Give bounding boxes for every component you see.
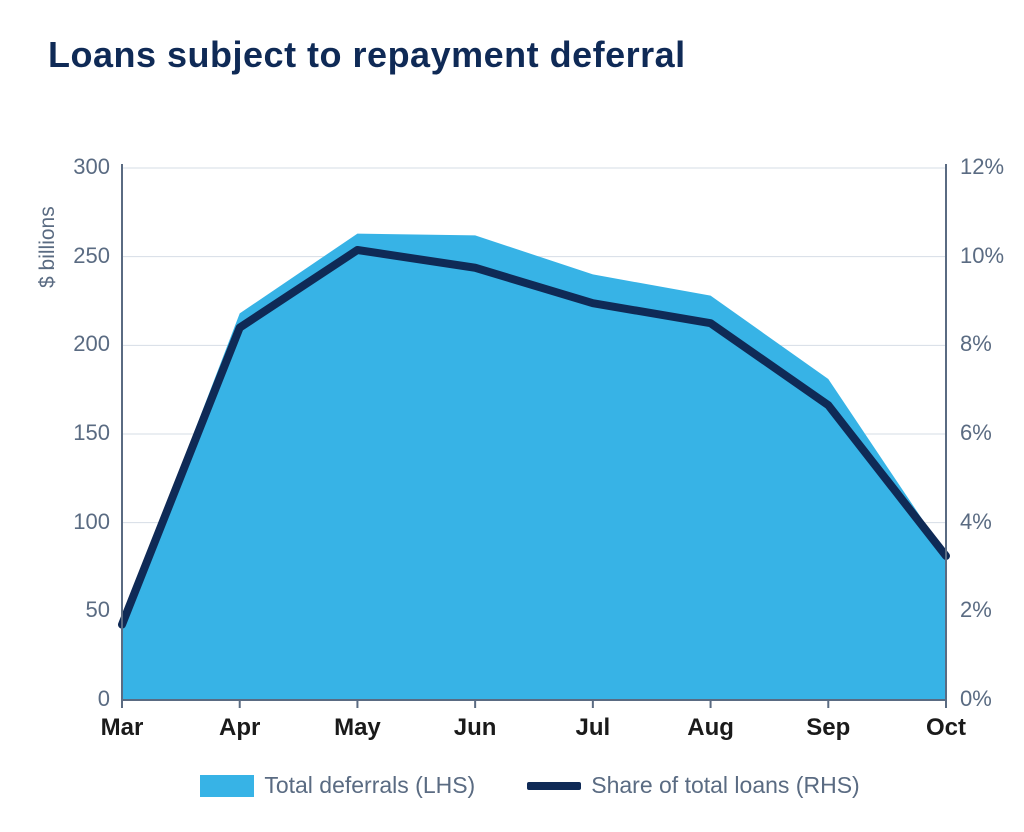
- right-tick-label: 8%: [960, 331, 1024, 357]
- chart-title: Loans subject to repayment deferral: [48, 34, 686, 76]
- chart-plot: [0, 0, 1024, 832]
- right-tick-label: 2%: [960, 597, 1024, 623]
- x-tick-label: Aug: [671, 714, 751, 742]
- left-tick-label: 150: [50, 420, 110, 446]
- right-tick-label: 0%: [960, 686, 1024, 712]
- x-tick-label: Jun: [435, 714, 515, 742]
- right-tick-label: 4%: [960, 509, 1024, 535]
- left-tick-label: 0: [50, 686, 110, 712]
- right-tick-label: 10%: [960, 243, 1024, 269]
- area-swatch-icon: [200, 775, 254, 797]
- x-tick-label: Oct: [906, 714, 986, 742]
- legend-label-area: Total deferrals (LHS): [264, 772, 475, 799]
- legend-label-line: Share of total loans (RHS): [591, 772, 859, 799]
- chart-container: Loans subject to repayment deferral $ bi…: [0, 0, 1024, 832]
- legend-item-area: Total deferrals (LHS): [200, 772, 475, 799]
- line-swatch-icon: [527, 782, 581, 790]
- left-tick-label: 100: [50, 509, 110, 535]
- x-tick-label: Apr: [200, 714, 280, 742]
- left-tick-label: 300: [50, 154, 110, 180]
- x-tick-label: Mar: [82, 714, 162, 742]
- x-tick-label: Jul: [553, 714, 633, 742]
- area-series: [122, 234, 946, 700]
- right-tick-label: 12%: [960, 154, 1024, 180]
- left-tick-label: 250: [50, 243, 110, 269]
- left-tick-label: 50: [50, 597, 110, 623]
- right-tick-label: 6%: [960, 420, 1024, 446]
- legend-item-line: Share of total loans (RHS): [527, 772, 859, 799]
- legend: Total deferrals (LHS) Share of total loa…: [180, 772, 880, 799]
- x-tick-label: Sep: [788, 714, 868, 742]
- x-tick-label: May: [317, 714, 397, 742]
- left-tick-label: 200: [50, 331, 110, 357]
